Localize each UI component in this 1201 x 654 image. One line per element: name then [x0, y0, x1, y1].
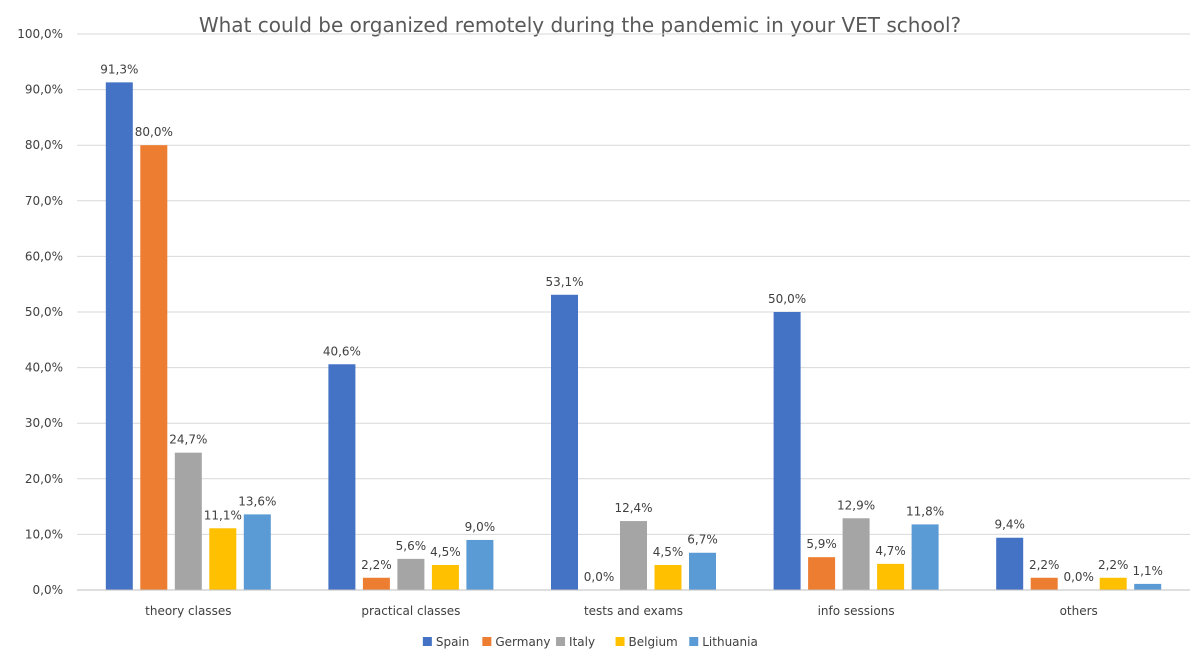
x-tick-label: others — [1060, 604, 1098, 618]
x-axis: theory classes practical classes tests and… — [77, 589, 1190, 618]
y-tick-label: 0,0% — [33, 583, 64, 597]
legend-item: Spain — [422, 635, 470, 649]
y-tick-label: 30,0% — [25, 416, 63, 430]
data-label: 24,7% — [169, 433, 207, 447]
y-tick-label: 80,0% — [25, 138, 63, 152]
y-tick-label: 50,0% — [25, 305, 63, 319]
y-tick-label: 20,0% — [25, 472, 63, 486]
bar — [551, 294, 578, 590]
legend-item: Germany — [482, 635, 551, 649]
data-label: 53,1% — [545, 275, 583, 289]
legend-swatch — [482, 637, 492, 646]
bar — [362, 577, 390, 590]
legend-swatch — [615, 637, 625, 646]
bar — [1134, 583, 1162, 590]
data-label: 5,9% — [806, 537, 837, 551]
x-tick-label: tests and exams — [584, 604, 683, 618]
data-label: 2,2% — [361, 558, 392, 572]
data-label: 5,6% — [396, 539, 427, 553]
data-label: 6,7% — [687, 533, 718, 547]
legend-label: Spain — [436, 635, 470, 649]
legend-item: Lithuania — [689, 635, 758, 649]
bars — [105, 82, 1162, 590]
data-label: 13,6% — [238, 494, 276, 508]
data-label: 50,0% — [768, 292, 806, 306]
x-tick-label: theory classes — [145, 604, 231, 618]
y-tick-label: 90,0% — [25, 83, 63, 97]
y-tick-label: 40,0% — [25, 361, 63, 375]
data-label: 2,2% — [1029, 558, 1060, 572]
legend-item: Belgium — [615, 635, 678, 649]
data-label: 4,7% — [875, 544, 906, 558]
data-label: 80,0% — [135, 125, 173, 139]
data-label: 9,0% — [465, 520, 496, 534]
data-label: 0,0% — [1063, 570, 1094, 584]
bar — [466, 539, 494, 590]
bar — [689, 552, 716, 590]
data-label: 4,5% — [430, 545, 461, 559]
legend-swatch — [689, 637, 699, 646]
legend-swatch — [422, 637, 432, 646]
data-label: 1,1% — [1132, 564, 1163, 578]
chart-title: What could be organized remotely during … — [199, 13, 961, 37]
legend-label: Lithuania — [702, 635, 758, 649]
x-tick-label: info sessions — [818, 604, 895, 618]
data-label: 9,4% — [994, 518, 1025, 532]
bar — [431, 564, 459, 590]
data-labels: 91,3%80,0%24,7%11,1%13,6%40,6%2,2%5,6% 4,… — [100, 62, 1163, 584]
data-label: 91,3% — [100, 62, 138, 76]
x-tick-label: practical classes — [361, 604, 460, 618]
bar — [996, 537, 1024, 590]
bar — [773, 312, 801, 590]
y-tick-label: 60,0% — [25, 249, 63, 263]
bar — [620, 521, 647, 590]
legend-item: Italy — [556, 635, 595, 649]
data-label: 12,4% — [614, 501, 652, 515]
bar — [105, 82, 133, 590]
bar — [140, 145, 168, 590]
bar — [397, 558, 425, 590]
data-label: 11,8% — [906, 504, 944, 518]
bar — [243, 514, 271, 590]
gridlines — [77, 33, 1190, 535]
legend-label: Germany — [495, 635, 550, 649]
y-tick-label: 70,0% — [25, 194, 63, 208]
legend-label: Italy — [569, 635, 595, 649]
bar — [209, 528, 237, 590]
legend: Spain Germany Italy Belgium Lithuania — [422, 635, 758, 649]
bar — [1030, 577, 1058, 590]
y-tick-label: 100,0% — [17, 27, 63, 41]
bar — [877, 563, 905, 590]
bar — [328, 364, 356, 590]
bar — [911, 524, 939, 590]
data-label: 2,2% — [1098, 558, 1129, 572]
bar — [654, 564, 682, 590]
data-label: 0,0% — [584, 570, 615, 584]
data-label: 12,9% — [837, 498, 875, 512]
bar — [842, 518, 870, 590]
data-label: 11,1% — [204, 508, 242, 522]
legend-swatch — [556, 637, 566, 646]
y-axis: 0,0% 10,0% 20,0% 30,0% 40,0% 50,0% 60,0% 70,0% 8… — [17, 27, 63, 597]
legend-label: Belgium — [629, 635, 678, 649]
data-label: 4,5% — [653, 545, 684, 559]
bar — [808, 557, 836, 590]
bar — [1099, 577, 1127, 590]
bar — [174, 452, 202, 590]
y-tick-label: 10,0% — [25, 527, 63, 541]
data-label: 40,6% — [323, 344, 361, 358]
